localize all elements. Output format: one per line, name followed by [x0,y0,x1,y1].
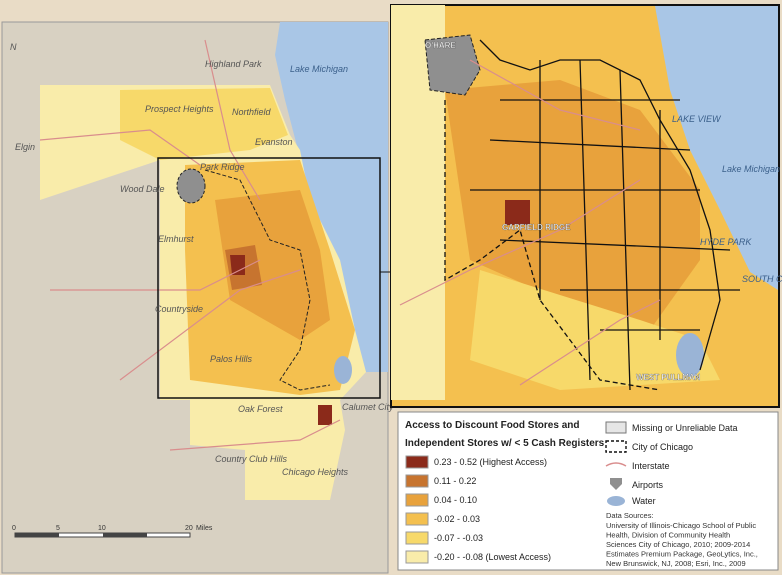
place-label: SOUTH CHICAGO [742,274,782,284]
region [445,80,700,330]
legend-swatch [405,493,429,507]
place-label: Calumet City [342,402,394,412]
airport [424,34,481,96]
legend-swatch [405,550,429,564]
region [470,270,720,390]
legend-title: Independent Stores w/ < 5 Cash Registers [405,438,605,449]
legend-symbol [605,462,627,467]
legend-symbol [610,478,622,490]
legend-label: -0.02 - 0.03 [434,514,480,524]
legend-label: -0.07 - -0.03 [434,533,483,543]
airport [176,168,206,204]
legend-symbol [605,421,627,434]
place-label: Countryside [155,304,203,314]
sources-title: Data Sources: [606,511,654,520]
sources-line: Health, Division of Community Health [606,531,730,540]
scale-label: 10 [98,525,106,532]
city-boundary [204,169,331,391]
sources-line: Sciences City of Chicago, 2010; 2009-201… [606,540,750,549]
scale-label: 0 [12,525,16,532]
place-label: Elgin [15,142,35,152]
north-arrow: N [10,42,17,52]
lake [655,6,778,290]
sources-line: New Brunswick, NJ, 2008; Esri, Inc., 200… [606,559,746,568]
place-label: Country Club Hills [215,454,288,464]
place-label: Highland Park [205,59,262,69]
water [676,333,704,377]
water [334,356,352,384]
legend-label: 0.23 - 0.52 (Highest Access) [434,457,547,467]
legend-title: Access to Discount Food Stores and [405,420,579,431]
legend-label: -0.20 - -0.08 (Lowest Access) [434,552,551,562]
region [230,255,245,275]
water-label: Lake Michigan [290,64,348,74]
legend-classes: 0.23 - 0.52 (Highest Access) 0.11 - 0.22 0… [405,455,551,564]
place-label: Prospect Heights [145,104,214,114]
legend-label: Airports [632,480,664,490]
place-label: HYDE PARK [700,237,752,247]
lake [275,22,388,372]
legend-label: Interstate [632,461,670,471]
legend-swatch [405,474,429,488]
region [391,5,445,400]
legend-label: 0.04 - 0.10 [434,495,477,505]
region [120,88,288,160]
region [318,405,332,425]
sources-line: University of Illinois-Chicago School of… [606,521,756,530]
scale-bar [14,532,191,538]
sources: University of Illinois-Chicago School of… [606,521,758,568]
legend-swatch [405,531,429,545]
legend-swatch [405,512,429,526]
scale-unit: Miles [196,525,213,532]
community-boundaries [444,39,740,391]
legend-swatch [405,455,429,469]
place-label: Evanston [255,137,293,147]
place-label: Chicago Heights [282,467,349,477]
place-label: Palos Hills [210,354,253,364]
place-label: Wood Dale [120,184,165,194]
interstates [39,39,341,451]
water-label: Lake Michigan [722,164,780,174]
place-label: Oak Forest [238,404,283,414]
legend-label: Water [632,496,656,506]
place-label: O'HARE [425,41,456,50]
place-label: LAKE VIEW [672,114,722,124]
interstates [399,59,661,386]
scale-label: 5 [56,525,60,532]
legend-symbol [605,440,627,453]
scale-label: 20 [185,525,193,532]
place-label: WEST PULLMAN [636,373,701,382]
sources-line: Estimates Premium Package, GeoLytics, In… [606,550,758,559]
place-label: GARFIELD RIDGE [502,223,571,232]
legend-label: 0.11 - 0.22 [434,476,476,486]
region [505,200,530,225]
place-label: Northfield [232,107,272,117]
inset-outline [157,157,381,399]
place-label: Park Ridge [200,162,245,172]
legend-label: City of Chicago [632,442,693,452]
legend-label: Missing or Unreliable Data [632,423,738,433]
region [215,190,330,340]
legend [397,411,779,571]
legend-symbol [607,496,625,506]
place-label: Elmhurst [158,234,194,244]
